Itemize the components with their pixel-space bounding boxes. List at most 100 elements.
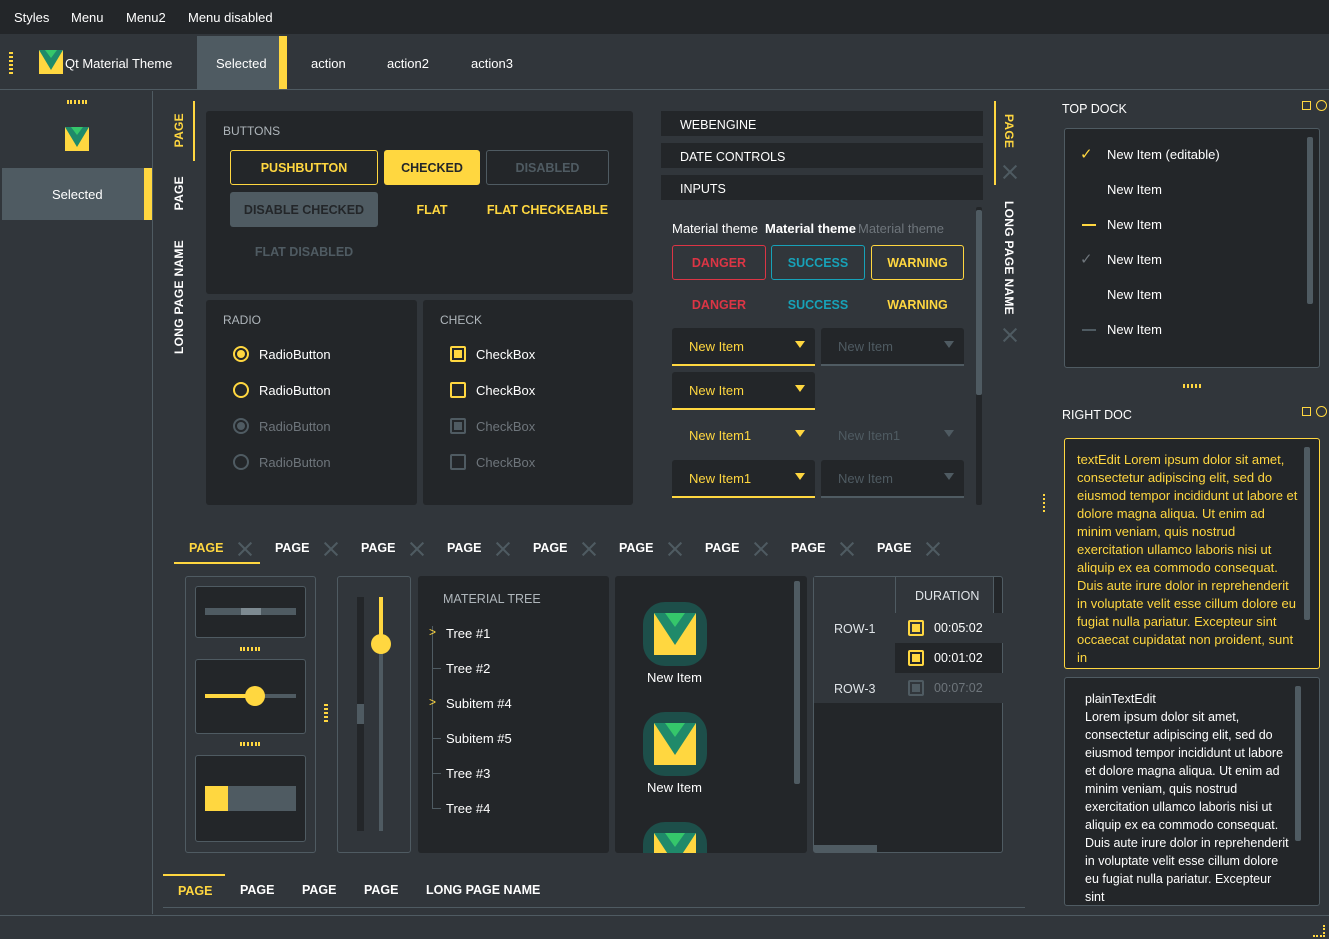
item-logo-icon[interactable] <box>643 712 707 776</box>
plain-text-scrollbar[interactable] <box>1295 686 1301 841</box>
combo-1[interactable]: New Item <box>672 328 815 366</box>
h-slider-handle[interactable] <box>245 686 266 706</box>
bottom-tab-9[interactable]: PAGE <box>877 541 912 555</box>
combo-2[interactable]: New Item <box>672 372 815 410</box>
close-icon[interactable] <box>496 542 510 556</box>
bottom-tab-3[interactable]: PAGE <box>361 541 396 555</box>
close-icon[interactable] <box>926 542 940 556</box>
v-slider-handle[interactable] <box>371 633 391 654</box>
close-icon[interactable] <box>324 542 338 556</box>
warning-flat-button[interactable]: WARNING <box>887 297 948 312</box>
tree-item-1[interactable]: Tree #1 <box>446 626 491 641</box>
flat-button[interactable]: FLAT <box>416 202 448 217</box>
dock-splitter-grip-icon[interactable] <box>1043 494 1045 512</box>
list-item-1[interactable]: New Item (editable) <box>1107 147 1220 162</box>
list-item-6[interactable]: New Item <box>1107 322 1162 337</box>
table-header-cell[interactable] <box>895 577 994 613</box>
toolbar-action[interactable]: action <box>311 56 346 71</box>
close-icon[interactable] <box>1003 328 1017 342</box>
bottom-tab-4[interactable]: PAGE <box>447 541 482 555</box>
close-icon[interactable] <box>238 542 252 556</box>
v-slider-track[interactable] <box>379 597 383 831</box>
vtab-page-1[interactable]: PAGE <box>172 113 186 148</box>
tree-item-6[interactable]: Tree #4 <box>446 801 491 816</box>
warning-button[interactable]: WARNING <box>871 245 964 280</box>
icon-list-item-2[interactable]: New Item <box>647 780 702 795</box>
table-value-1[interactable]: 00:05:02 <box>934 621 983 635</box>
v-scrollbar-handle[interactable] <box>357 704 364 724</box>
item-logo-icon[interactable] <box>643 602 707 666</box>
size-grip-icon[interactable] <box>1313 925 1325 937</box>
list-item-4[interactable]: New Item <box>1107 252 1162 267</box>
accordion-date-controls[interactable]: DATE CONTROLS <box>661 143 983 168</box>
vtab-long-page-name[interactable]: LONG PAGE NAME <box>172 240 186 354</box>
accordion-webengine[interactable]: WEBENGINE <box>661 111 983 136</box>
close-icon[interactable] <box>1003 165 1017 179</box>
success-flat-button[interactable]: SUCCESS <box>787 297 849 312</box>
text-edit-scrollbar[interactable] <box>1304 447 1310 620</box>
disabled-button[interactable]: DISABLED <box>486 150 609 185</box>
menu-menu2[interactable]: Menu2 <box>126 10 166 25</box>
danger-flat-button[interactable]: DANGER <box>691 297 747 312</box>
bottom-tab-7[interactable]: PAGE <box>705 541 740 555</box>
icon-list-item-1[interactable]: New Item <box>647 670 702 685</box>
checkbox-3[interactable] <box>450 418 466 434</box>
combo-4[interactable]: New Item1 <box>672 460 815 498</box>
table-value-2[interactable]: 00:01:02 <box>934 651 983 665</box>
dock-v-splitter-grip-icon[interactable] <box>1183 384 1201 388</box>
close-icon[interactable] <box>668 542 682 556</box>
flat-disabled-button[interactable]: FLAT DISABLED <box>254 244 354 259</box>
radio-button-2[interactable] <box>233 382 249 398</box>
list-item-5[interactable]: New Item <box>1107 287 1162 302</box>
combo-3-disabled[interactable]: New Item1 <box>821 417 964 455</box>
table-checkbox-2[interactable] <box>908 650 924 666</box>
pushbutton[interactable]: PUSHBUTTON <box>230 150 378 185</box>
close-icon[interactable] <box>582 542 596 556</box>
table-h-scrollbar[interactable] <box>814 845 877 852</box>
checkbox-1[interactable] <box>450 346 466 362</box>
plain-text-edit[interactable]: plainTextEdit Lorem ipsum dolor sit amet… <box>1064 677 1320 906</box>
left-toolbar-grip-icon[interactable] <box>67 100 87 104</box>
tree-item-4[interactable]: Subitem #5 <box>446 731 512 746</box>
close-icon[interactable] <box>410 542 424 556</box>
menu-styles[interactable]: Styles <box>14 10 50 25</box>
h-scrollbar-handle[interactable] <box>241 608 261 615</box>
radio-button-3[interactable] <box>233 418 249 434</box>
item-logo-icon[interactable] <box>643 822 707 853</box>
vtab-right-long-page-name[interactable]: LONG PAGE NAME <box>1002 201 1016 315</box>
combo-3[interactable]: New Item1 <box>672 417 815 455</box>
splitter-grip-icon[interactable] <box>240 647 260 651</box>
toolbar-action2[interactable]: action2 <box>387 56 429 71</box>
tree-item-2[interactable]: Tree #2 <box>446 661 491 676</box>
list-item-3[interactable]: New Item <box>1107 217 1162 232</box>
disable-checked-button[interactable]: DISABLE CHECKED <box>230 192 378 227</box>
list-item-2[interactable]: New Item <box>1107 182 1162 197</box>
inputs-scrollbar[interactable] <box>976 210 982 395</box>
vtab-page-2[interactable]: PAGE <box>172 176 186 211</box>
bottom-tab-5[interactable]: PAGE <box>533 541 568 555</box>
footer-tab-1[interactable]: PAGE <box>178 884 213 898</box>
success-button[interactable]: SUCCESS <box>771 245 865 280</box>
accordion-inputs[interactable]: INPUTS <box>661 175 983 200</box>
text-edit[interactable]: textEdit Lorem ipsum dolor sit amet, con… <box>1064 438 1320 669</box>
footer-tab-2[interactable]: PAGE <box>240 883 275 897</box>
tree-expand-icon[interactable]: > <box>429 695 437 709</box>
left-selected-button[interactable] <box>2 168 152 220</box>
icon-list-scrollbar[interactable] <box>794 581 800 784</box>
plain-text-content[interactable]: Lorem ipsum dolor sit amet, consectetur … <box>1085 710 1289 904</box>
bottom-tab-2[interactable]: PAGE <box>275 541 310 555</box>
combo-1-disabled[interactable]: New Item <box>821 328 964 366</box>
menu-disabled[interactable]: Menu disabled <box>188 10 273 25</box>
close-icon[interactable] <box>840 542 854 556</box>
float-dock-icon[interactable] <box>1302 101 1311 110</box>
bottom-tab-6[interactable]: PAGE <box>619 541 654 555</box>
table-value-3[interactable]: 00:07:02 <box>934 681 983 695</box>
footer-tab-5[interactable]: LONG PAGE NAME <box>426 883 541 897</box>
table-checkbox-1[interactable] <box>908 620 924 636</box>
checkbox-2[interactable] <box>450 382 466 398</box>
left-logo-icon[interactable] <box>65 127 89 151</box>
toolbar-action3[interactable]: action3 <box>471 56 513 71</box>
flat-checkeable-button[interactable]: FLAT CHECKEABLE <box>486 202 609 217</box>
splitter-v-grip-icon[interactable] <box>324 704 328 722</box>
close-icon[interactable] <box>754 542 768 556</box>
